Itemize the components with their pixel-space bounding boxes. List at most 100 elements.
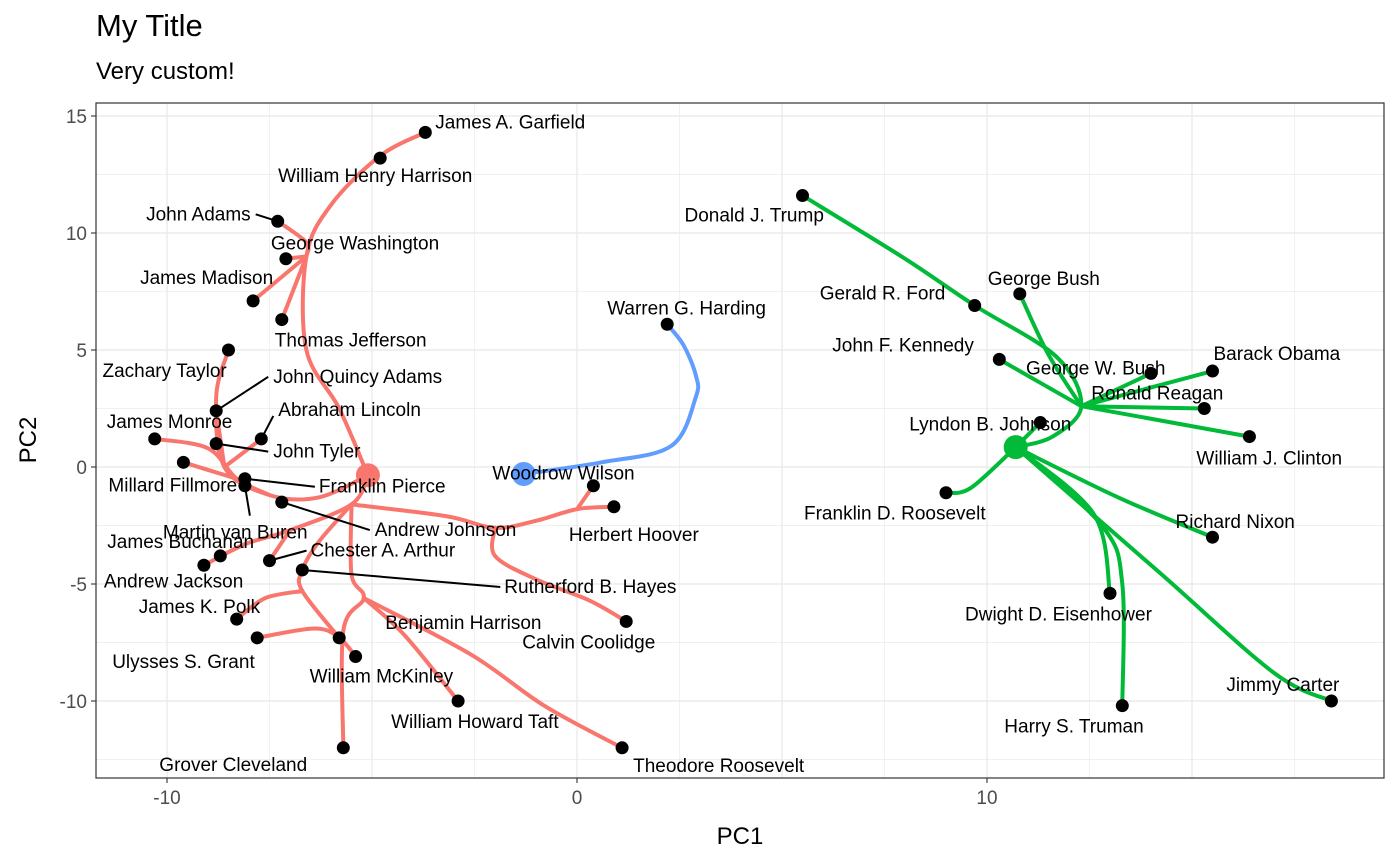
y-tick-label: -10 <box>60 692 87 713</box>
label-zachary-taylor: Zachary Taylor <box>103 361 228 382</box>
label-william-j-clinton: William J. Clinton <box>1196 449 1342 470</box>
label-warren-g-harding: Warren G. Harding <box>607 298 766 319</box>
point-james-madison <box>246 294 260 308</box>
cluster-center-red <box>355 463 380 488</box>
trajectory-blue <box>521 322 701 476</box>
label-james-monroe: James Monroe <box>107 412 233 433</box>
point-zachary-taylor <box>222 343 235 357</box>
label-theodore-roosevelt: Theodore Roosevelt <box>633 756 805 777</box>
point-donald-j-trump <box>796 189 809 203</box>
label-martin-van-buren: Martin van Buren <box>163 523 308 544</box>
chart-title: My Title <box>96 8 203 43</box>
x-axis-title: PC1 <box>717 823 764 850</box>
point-theodore-roosevelt <box>615 741 629 755</box>
label-jimmy-carter: Jimmy Carter <box>1226 675 1340 696</box>
x-tick-label: -10 <box>153 788 180 809</box>
trajectory-green <box>1079 369 1215 409</box>
point-james-buchanan <box>213 549 227 563</box>
label-thomas-jefferson: Thomas Jefferson <box>275 331 427 352</box>
label-herbert-hoover: Herbert Hoover <box>569 525 700 546</box>
point-barack-obama <box>1206 364 1219 378</box>
point-george-w-bush <box>1144 366 1158 380</box>
y-tick-label: 5 <box>76 341 87 362</box>
label-barack-obama: Barack Obama <box>1214 344 1341 365</box>
point-ronald-reagan <box>1197 402 1211 415</box>
label-william-henry-harrison: William Henry Harrison <box>278 166 472 187</box>
label-ulysses-s-grant: Ulysses S. Grant <box>112 652 255 673</box>
point-john-adams <box>271 214 285 228</box>
y-tick-label: 15 <box>66 107 87 128</box>
chart-subtitle: Very custom! <box>96 58 235 85</box>
point-franklin-d-roosevelt <box>939 486 953 500</box>
point-james-monroe <box>148 432 162 446</box>
grid-lines <box>96 103 1384 778</box>
trajectory-red <box>490 525 629 624</box>
label-benjamin-harrison: Benjamin Harrison <box>385 613 541 634</box>
point-rutherford-b-hayes <box>295 563 309 577</box>
label-dwight-d-eisenhower: Dwight D. Eisenhower <box>965 604 1153 625</box>
point-woodrow-wilson <box>586 479 600 493</box>
point-james-a-garfield <box>418 125 432 139</box>
label-james-k-polk: James K. Polk <box>139 597 261 618</box>
trajectory-green <box>1013 445 1334 703</box>
label-franklin-d-roosevelt: Franklin D. Roosevelt <box>804 504 986 525</box>
cluster-center-blue <box>511 462 536 487</box>
label-lyndon-b-johnson: Lyndon B. Johnson <box>909 415 1071 436</box>
point-andrew-jackson <box>197 558 211 572</box>
label-james-a-garfield: James A. Garfield <box>435 112 585 133</box>
label-franklin-pierce: Franklin Pierce <box>319 477 446 498</box>
trajectory-green <box>944 445 1018 495</box>
point-jimmy-carter <box>1324 694 1338 708</box>
label-richard-nixon: Richard Nixon <box>1176 512 1295 533</box>
label-woodrow-wilson: Woodrow Wilson <box>492 464 634 485</box>
point-dwight-d-eisenhower <box>1103 586 1117 600</box>
trajectory-green <box>1079 404 1252 439</box>
label-john-tyler: John Tyler <box>273 442 361 463</box>
label-george-w-bush: George W. Bush <box>1026 358 1165 379</box>
label-george-washington: George Washington <box>271 234 439 255</box>
label-william-mckinley: William McKinley <box>310 667 454 688</box>
label-harry-s-truman: Harry S. Truman <box>1004 717 1143 738</box>
label-james-buchanan: James Buchanan <box>107 532 254 553</box>
label-calvin-coolidge: Calvin Coolidge <box>522 632 655 653</box>
y-tick-label: 10 <box>66 224 87 245</box>
cluster-center-green <box>1003 435 1028 460</box>
trajectory-red <box>222 436 264 469</box>
point-abraham-lincoln <box>254 432 268 446</box>
point-lyndon-b-johnson <box>1033 416 1047 430</box>
point-herbert-hoover <box>607 500 621 514</box>
leader-rutherford-b-hayes <box>302 568 501 588</box>
point-andrew-johnson <box>275 495 289 509</box>
point-george-washington <box>279 252 293 266</box>
panel-border <box>95 102 1385 779</box>
points <box>148 125 1338 755</box>
trajectory-red <box>255 626 358 659</box>
point-gerald-r-ford <box>968 299 982 313</box>
label-george-bush: George Bush <box>988 269 1100 290</box>
point-harry-s-truman <box>1115 699 1129 713</box>
point-john-tyler <box>209 437 223 451</box>
label-gerald-r-ford: Gerald R. Ford <box>820 284 946 305</box>
y-tick-label: -5 <box>70 575 87 596</box>
point-william-mckinley <box>349 650 363 664</box>
y-axis-title: PC2 <box>15 417 42 464</box>
point-william-j-clinton <box>1242 430 1256 444</box>
label-james-madison: James Madison <box>140 268 273 289</box>
label-abraham-lincoln: Abraham Lincoln <box>278 400 421 421</box>
point-ulysses-s-grant <box>250 631 264 645</box>
trajectory-green <box>800 193 1084 450</box>
point-labels: James A. Garfield William Henry Harrison J… <box>103 112 1343 776</box>
leader-andrew-johnson <box>281 501 371 532</box>
trajectory-green <box>1013 445 1215 540</box>
label-william-howard-taft: William Howard Taft <box>391 712 559 733</box>
cluster-centers <box>355 435 1028 488</box>
label-ronald-reagan: Ronald Reagan <box>1091 384 1223 405</box>
axes: -10 0 10 -10 -5 0 5 10 15 <box>60 107 998 809</box>
x-tick-label: 0 <box>572 788 583 809</box>
trajectory-red <box>361 596 461 703</box>
label-andrew-johnson: Andrew Johnson <box>375 520 517 541</box>
point-millard-fillmore <box>176 455 190 469</box>
label-donald-j-trump: Donald J. Trump <box>685 206 824 227</box>
point-john-f-kennedy <box>992 352 1006 366</box>
point-john-quincy-adams <box>209 404 223 418</box>
